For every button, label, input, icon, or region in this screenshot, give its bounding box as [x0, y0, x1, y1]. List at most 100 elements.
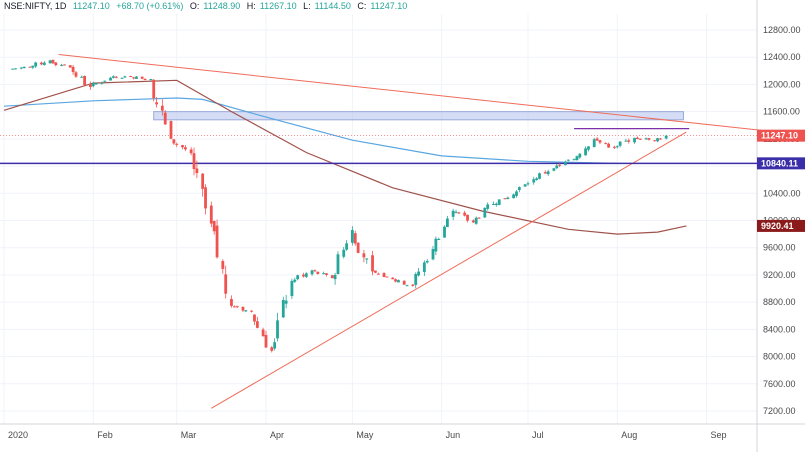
candle-body[interactable] [250, 310, 254, 312]
candle-body[interactable] [42, 62, 46, 65]
candle-body[interactable] [483, 207, 487, 218]
candle-body[interactable] [212, 221, 216, 232]
candle-body[interactable] [592, 139, 596, 148]
candle-body[interactable] [28, 66, 32, 68]
candle-body[interactable] [235, 306, 239, 308]
candle-body[interactable] [374, 270, 377, 273]
candle-body[interactable] [54, 62, 58, 66]
candle-body[interactable] [492, 203, 495, 205]
candle-body[interactable] [255, 321, 259, 328]
candle-body[interactable] [112, 76, 115, 78]
candle-body[interactable] [88, 84, 92, 88]
candle-body[interactable] [34, 62, 38, 67]
candle-body[interactable] [19, 67, 23, 69]
candle-body[interactable] [575, 156, 579, 161]
candle-body[interactable] [155, 102, 158, 105]
candle-body[interactable] [417, 271, 420, 276]
candle-body[interactable] [316, 271, 320, 274]
candle-body[interactable] [281, 300, 285, 318]
candle-body[interactable] [11, 68, 15, 70]
candle-body[interactable] [595, 138, 599, 141]
candle-body[interactable] [627, 140, 631, 142]
candle-body[interactable] [405, 285, 409, 287]
candle-body[interactable] [80, 76, 84, 78]
candle-body[interactable] [365, 258, 369, 260]
candle-body[interactable] [215, 225, 219, 258]
candle-body[interactable] [296, 275, 300, 280]
candle-body[interactable] [14, 68, 17, 70]
candle-body[interactable] [587, 146, 590, 150]
candle-body[interactable] [83, 75, 87, 86]
candle-body[interactable] [163, 112, 167, 125]
candle-body[interactable] [109, 77, 112, 81]
candle-body[interactable] [425, 260, 429, 263]
candle-body[interactable] [486, 204, 490, 209]
candle-body[interactable] [143, 79, 147, 81]
candle-body[interactable] [201, 173, 205, 189]
candle-body[interactable] [526, 183, 530, 185]
candle-body[interactable] [149, 78, 153, 80]
candle-body[interactable] [221, 261, 225, 269]
candle-body[interactable] [394, 279, 397, 282]
candle-body[interactable] [402, 280, 406, 285]
candle-body[interactable] [659, 138, 662, 140]
candle-body[interactable] [169, 121, 173, 139]
candle-body[interactable] [160, 105, 164, 111]
candle-body[interactable] [523, 184, 527, 187]
candle-body[interactable] [325, 273, 328, 275]
candle-body[interactable] [466, 214, 469, 221]
candle-body[interactable] [209, 205, 213, 224]
candle-body[interactable] [474, 217, 478, 224]
candle-body[interactable] [362, 253, 366, 258]
candle-body[interactable] [189, 149, 193, 154]
candle-body[interactable] [290, 280, 294, 297]
candle-body[interactable] [517, 187, 521, 191]
candle-body[interactable] [457, 212, 461, 214]
candle-body[interactable] [653, 140, 657, 142]
candle-body[interactable] [566, 159, 570, 161]
candle-body[interactable] [132, 77, 135, 79]
candle-body[interactable] [615, 146, 619, 148]
candle-body[interactable] [618, 141, 622, 146]
candle-body[interactable] [411, 284, 415, 286]
candle-body[interactable] [598, 140, 602, 143]
candle-body[interactable] [604, 143, 608, 145]
candle-body[interactable] [376, 273, 380, 275]
candle-body[interactable] [342, 249, 346, 257]
candle-body[interactable] [656, 138, 659, 142]
candle-body[interactable] [422, 262, 426, 272]
candle-body[interactable] [336, 254, 340, 275]
candle-body[interactable] [302, 274, 305, 277]
candle-body[interactable] [451, 210, 455, 217]
candle-body[interactable] [284, 300, 288, 304]
candle-body[interactable] [445, 218, 449, 228]
candle-body[interactable] [443, 226, 446, 238]
candle-body[interactable] [232, 306, 236, 308]
candle-body[interactable] [555, 165, 559, 169]
candle-body[interactable] [330, 275, 334, 279]
candle-body[interactable] [558, 164, 562, 166]
candle-body[interactable] [543, 172, 547, 174]
candle-body[interactable] [313, 270, 317, 272]
candle-body[interactable] [515, 191, 518, 196]
candle-body[interactable] [293, 279, 297, 282]
candle-body[interactable] [471, 220, 475, 223]
candle-body[interactable] [333, 274, 337, 280]
candle-body[interactable] [477, 217, 481, 219]
candle-body[interactable] [538, 173, 541, 179]
candle-body[interactable] [512, 194, 516, 199]
descending-trendline[interactable] [58, 53, 791, 134]
candle-body[interactable] [192, 153, 196, 169]
candle-body[interactable] [552, 168, 556, 171]
candle-body[interactable] [103, 80, 107, 82]
candle-body[interactable] [195, 168, 199, 174]
candle-body[interactable] [175, 143, 179, 145]
candle-body[interactable] [636, 137, 639, 140]
candle-body[interactable] [181, 145, 184, 148]
candle-body[interactable] [356, 242, 360, 253]
candle-body[interactable] [204, 187, 207, 209]
candle-body[interactable] [633, 137, 636, 143]
ascending-trendline[interactable] [211, 131, 687, 409]
candle-body[interactable] [607, 143, 611, 148]
candle-body[interactable] [172, 139, 176, 144]
